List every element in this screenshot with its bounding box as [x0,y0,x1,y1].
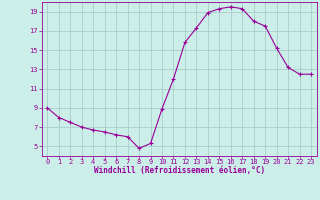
X-axis label: Windchill (Refroidissement éolien,°C): Windchill (Refroidissement éolien,°C) [94,166,265,175]
